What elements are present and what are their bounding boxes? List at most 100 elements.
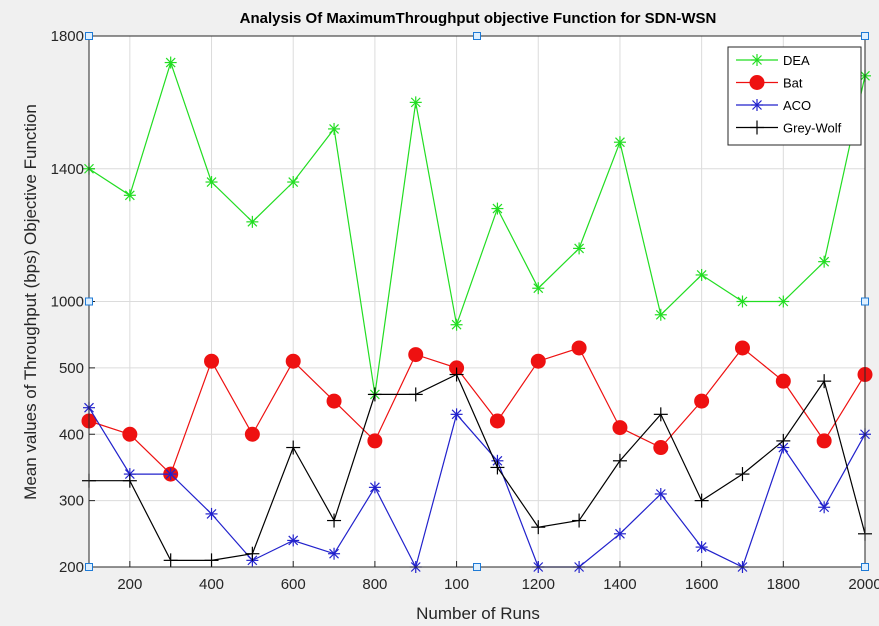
data-point bbox=[408, 387, 423, 402]
marker-stroke bbox=[574, 243, 585, 254]
legend-label: Bat bbox=[783, 76, 803, 91]
selection-handle bbox=[473, 32, 481, 40]
data-point bbox=[694, 393, 710, 409]
legend-item: Grey-Wolf bbox=[736, 120, 842, 136]
x-tick-label: 600 bbox=[281, 576, 306, 593]
data-point bbox=[695, 268, 708, 281]
marker-stroke bbox=[696, 270, 707, 280]
series-line bbox=[88, 347, 866, 476]
data-point bbox=[286, 440, 301, 455]
selection-handle bbox=[861, 297, 869, 306]
x-tick-label: 400 bbox=[199, 576, 224, 593]
data-point bbox=[653, 407, 668, 422]
tick-labels: 200 400 600 800 100 1200 1400 1600 1800 2000 200 30… bbox=[51, 28, 879, 593]
y-tick-label: 300 bbox=[59, 493, 84, 510]
data-point bbox=[204, 353, 220, 369]
selection-handle bbox=[861, 563, 869, 571]
legend: DEA Bat ACO Grey-Wolf bbox=[727, 46, 862, 146]
data-point bbox=[818, 255, 831, 268]
data-point bbox=[817, 374, 832, 389]
x-tick-label: 200 bbox=[117, 576, 142, 593]
data-point bbox=[571, 340, 587, 356]
data-point bbox=[122, 473, 137, 488]
selection-handle bbox=[473, 563, 481, 571]
data-point bbox=[612, 420, 628, 436]
data-point bbox=[246, 215, 259, 228]
x-tick-label: 1800 bbox=[767, 576, 800, 593]
selection-handle bbox=[85, 32, 93, 40]
data-point bbox=[287, 176, 300, 189]
series-layer bbox=[81, 56, 873, 573]
legend-item: ACO bbox=[736, 98, 811, 113]
data-point bbox=[368, 481, 381, 494]
data-point bbox=[245, 546, 260, 561]
marker-stroke bbox=[369, 482, 380, 493]
data-point bbox=[408, 347, 424, 363]
x-tick-label: 2000 bbox=[848, 576, 879, 593]
y-axis-label: Mean values of Throughput (bps) Objectiv… bbox=[21, 104, 40, 500]
data-point bbox=[122, 426, 138, 442]
x-tick-label: 800 bbox=[362, 576, 387, 593]
legend-item: DEA bbox=[736, 53, 810, 68]
data-point bbox=[775, 373, 791, 389]
marker-stroke bbox=[410, 97, 421, 108]
data-point bbox=[449, 367, 464, 382]
data-point bbox=[816, 433, 832, 449]
data-point bbox=[163, 553, 178, 568]
data-point bbox=[612, 453, 627, 468]
series-grey-wolf bbox=[82, 367, 872, 568]
data-point bbox=[573, 242, 586, 255]
data-point bbox=[328, 547, 341, 560]
legend-label: ACO bbox=[783, 98, 811, 113]
data-point bbox=[572, 513, 587, 528]
data-point bbox=[654, 308, 667, 321]
marker-stroke bbox=[819, 502, 830, 513]
marker-stroke bbox=[165, 469, 176, 479]
y-tick-label: 500 bbox=[59, 360, 84, 377]
series-line bbox=[89, 373, 866, 562]
marker-stroke bbox=[329, 124, 339, 134]
marker-stroke bbox=[778, 296, 789, 307]
marker-stroke bbox=[206, 177, 217, 187]
y-tick-label: 1000 bbox=[51, 294, 84, 311]
marker-stroke bbox=[165, 57, 176, 68]
data-point bbox=[736, 295, 749, 308]
marker-stroke bbox=[655, 489, 666, 499]
marker-stroke bbox=[451, 409, 462, 420]
x-tick-label: 1600 bbox=[685, 576, 718, 593]
data-point bbox=[450, 318, 463, 331]
marker-stroke bbox=[288, 535, 299, 546]
series-line bbox=[88, 407, 866, 569]
data-point bbox=[123, 189, 136, 202]
x-tick-label: 1400 bbox=[603, 576, 636, 593]
data-point bbox=[326, 393, 342, 409]
marker-stroke bbox=[247, 216, 258, 227]
legend-label: DEA bbox=[783, 53, 810, 68]
marker-stroke bbox=[206, 508, 217, 519]
data-point bbox=[654, 487, 667, 500]
data-point bbox=[409, 96, 422, 109]
marker-stroke bbox=[752, 100, 762, 110]
marker-stroke bbox=[696, 542, 707, 553]
marker-stroke bbox=[615, 137, 625, 148]
y-tick-label: 400 bbox=[59, 426, 84, 443]
marker-stroke bbox=[533, 283, 544, 294]
data-point bbox=[367, 387, 382, 402]
series-bat bbox=[81, 340, 873, 482]
data-point bbox=[164, 468, 177, 481]
data-point bbox=[205, 176, 218, 189]
x-tick-label: 1200 bbox=[522, 576, 555, 593]
marker-stroke bbox=[615, 528, 625, 539]
chart-title: Analysis Of MaximumThroughput objective … bbox=[240, 10, 717, 27]
series-line bbox=[88, 60, 866, 395]
y-tick-label: 1800 bbox=[51, 28, 84, 45]
data-point bbox=[694, 493, 709, 508]
y-tick-label: 1400 bbox=[51, 161, 84, 178]
marker-stroke bbox=[737, 296, 748, 307]
selection-handle bbox=[85, 563, 93, 571]
data-point bbox=[613, 527, 626, 540]
data-point bbox=[450, 408, 463, 421]
data-point bbox=[489, 413, 505, 429]
y-tick-label: 200 bbox=[59, 559, 84, 576]
